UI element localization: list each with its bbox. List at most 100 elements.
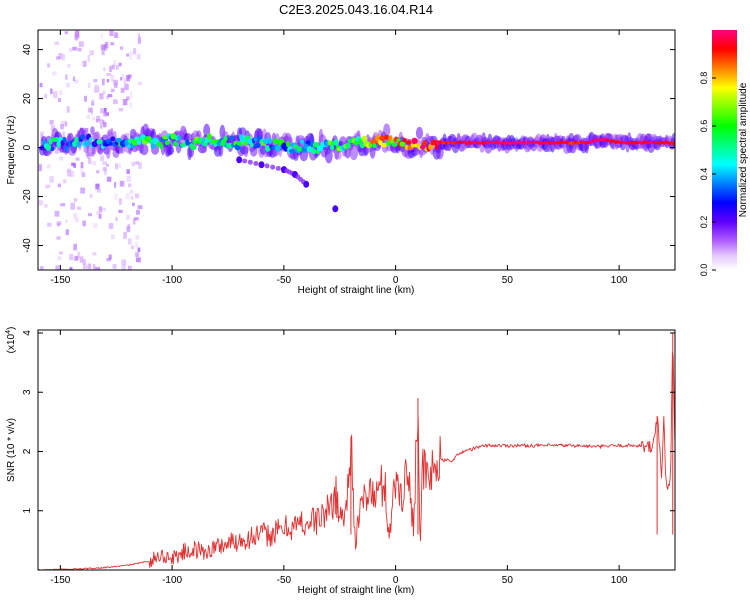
- ridge-core: [236, 140, 243, 146]
- ridge-core: [405, 140, 412, 145]
- ridge-halo: [334, 151, 342, 160]
- noise-speckle: [137, 205, 143, 210]
- noise-speckle: [45, 184, 50, 189]
- noise-speckle: [118, 163, 121, 168]
- ridge-core: [345, 142, 351, 149]
- noise-speckle: [80, 187, 86, 194]
- ridge-core: [316, 145, 324, 152]
- noise-speckle: [88, 263, 92, 270]
- noise-speckle: [123, 78, 127, 85]
- noise-speckle: [121, 264, 126, 270]
- noise-speckle: [103, 170, 107, 176]
- ridge-core: [110, 136, 116, 142]
- noise-speckle: [111, 64, 115, 70]
- noise-speckle: [64, 219, 68, 223]
- ridge-core: [411, 137, 418, 145]
- noise-speckle: [126, 214, 130, 220]
- ridge-core: [164, 140, 170, 145]
- y-tick-label: -20: [22, 189, 33, 204]
- ridge-halo: [383, 123, 391, 138]
- noise-speckle: [49, 176, 54, 183]
- noise-speckle: [40, 134, 44, 139]
- svg-text:(x104): (x104): [5, 327, 17, 354]
- spectrogram-xlabel: Height of straight line (km): [298, 285, 415, 296]
- spectrogram-ylabel: Frequency (Hz): [6, 116, 17, 185]
- feature-blob: [264, 163, 270, 169]
- figure-title: C2E3.2025.043.16.04.R14: [279, 2, 433, 17]
- ridge-core: [76, 142, 82, 148]
- ridge-core: [333, 139, 339, 146]
- ridge-core: [391, 142, 398, 147]
- ridge-core: [402, 138, 407, 143]
- ridge-core: [386, 140, 391, 147]
- noise-speckle: [46, 164, 51, 169]
- noise-speckle: [102, 167, 107, 172]
- snr-scale-exponent: 4: [5, 330, 12, 334]
- noise-speckle: [38, 200, 44, 206]
- x-tick-label: 100: [611, 575, 628, 586]
- ridge-core: [45, 144, 52, 151]
- noise-speckle: [95, 118, 99, 123]
- noise-speckle: [51, 125, 55, 131]
- snr-xlabel: Height of straight line (km): [298, 585, 415, 596]
- snr-series-line: [38, 351, 675, 570]
- noise-speckle: [72, 46, 77, 51]
- y-tick-label: 20: [22, 93, 33, 105]
- colorbar-gradient: [712, 30, 737, 270]
- noise-speckle: [127, 74, 132, 79]
- ridge-core: [228, 135, 235, 141]
- noise-speckle: [125, 193, 131, 200]
- noise-speckle: [95, 183, 100, 190]
- noise-speckle: [95, 170, 100, 174]
- x-tick-label: -100: [162, 275, 182, 286]
- x-tick-label: 0: [393, 275, 399, 286]
- noise-speckle: [138, 162, 142, 169]
- ridge-core: [378, 139, 383, 146]
- noise-speckle: [137, 247, 141, 252]
- ridge-core: [253, 137, 258, 142]
- noise-speckle: [98, 119, 104, 124]
- ridge-core: [672, 141, 675, 145]
- ridge-core: [177, 135, 182, 141]
- snr-frame: [37, 329, 676, 571]
- ridge-core: [84, 140, 90, 147]
- noise-speckle: [83, 263, 86, 270]
- ridge-core: [274, 144, 281, 152]
- noise-speckle: [96, 211, 101, 215]
- ridge-core: [190, 144, 197, 151]
- ridge-core: [98, 139, 103, 145]
- noise-speckle: [82, 220, 86, 227]
- noise-speckle: [59, 251, 63, 255]
- ridge-core: [305, 140, 311, 145]
- x-tick-label: -50: [277, 575, 292, 586]
- ridge-halo: [167, 146, 175, 155]
- noise-speckle: [62, 179, 67, 184]
- noise-speckle: [64, 31, 68, 35]
- noise-speckle: [69, 266, 73, 270]
- noise-speckle: [66, 106, 70, 113]
- noise-speckle: [89, 50, 95, 56]
- noise-speckle: [100, 33, 104, 39]
- snr-plot-area: [38, 332, 675, 570]
- noise-speckle: [114, 33, 119, 38]
- noise-speckle: [68, 48, 73, 52]
- noise-speckle: [115, 216, 118, 222]
- noise-speckle: [129, 91, 133, 99]
- ridge-core: [329, 144, 335, 151]
- ridge-core: [422, 140, 428, 147]
- ridge-core: [265, 145, 271, 152]
- noise-speckle: [40, 131, 44, 135]
- noise-speckle: [66, 169, 72, 177]
- noise-speckle: [107, 94, 113, 98]
- noise-speckle: [137, 81, 142, 85]
- ridge-core: [223, 135, 228, 142]
- noise-speckle: [106, 79, 110, 83]
- noise-speckle: [106, 73, 112, 76]
- noise-speckle: [54, 210, 60, 217]
- noise-speckle: [75, 157, 80, 161]
- ridge-halo: [243, 143, 249, 157]
- noise-speckle: [133, 218, 136, 225]
- noise-speckle: [93, 222, 98, 229]
- noise-speckle: [135, 235, 139, 240]
- noise-speckle: [59, 156, 64, 161]
